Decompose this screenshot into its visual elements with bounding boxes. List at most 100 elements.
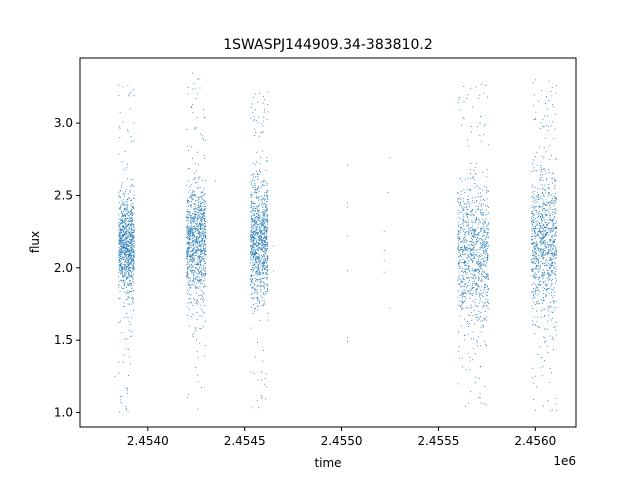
data-point — [195, 246, 197, 248]
data-point — [128, 224, 130, 226]
data-point — [463, 242, 465, 244]
data-point — [479, 345, 481, 347]
data-point — [194, 241, 196, 243]
data-point — [483, 259, 485, 261]
data-point — [187, 276, 189, 278]
data-point — [261, 225, 263, 227]
data-point — [189, 238, 190, 240]
data-point — [535, 206, 537, 208]
data-point — [125, 266, 127, 268]
data-point — [263, 199, 265, 201]
data-point — [467, 333, 469, 335]
data-point — [458, 256, 460, 258]
data-point — [129, 291, 131, 292]
data-point — [483, 134, 485, 136]
data-point — [204, 275, 206, 277]
data-point — [551, 200, 553, 202]
data-point — [256, 216, 258, 217]
data-point — [131, 244, 133, 246]
data-point — [481, 301, 483, 303]
data-point — [123, 252, 125, 254]
data-point — [250, 251, 252, 253]
data-point — [125, 258, 127, 260]
data-point — [189, 214, 191, 216]
data-point — [548, 271, 550, 273]
data-point — [253, 268, 255, 270]
data-point — [252, 212, 254, 214]
data-point — [193, 211, 195, 212]
data-point — [187, 277, 189, 279]
data-point — [258, 259, 260, 261]
data-point — [549, 245, 551, 247]
data-point — [189, 215, 191, 217]
data-point — [191, 221, 193, 223]
data-point — [120, 320, 122, 322]
data-point — [195, 203, 197, 205]
data-point — [253, 242, 255, 244]
data-point — [192, 250, 194, 252]
data-point — [485, 283, 487, 285]
data-point — [257, 284, 259, 286]
data-point — [544, 253, 546, 255]
data-point — [192, 262, 194, 264]
data-point — [194, 208, 196, 210]
data-point — [198, 222, 200, 224]
data-point — [125, 264, 127, 266]
data-point — [484, 301, 486, 303]
data-point — [190, 217, 191, 219]
data-point — [544, 252, 546, 254]
data-point — [554, 208, 556, 210]
data-point — [252, 240, 254, 242]
data-point — [118, 251, 120, 253]
data-point — [264, 225, 266, 226]
data-point — [464, 261, 465, 263]
data-point — [193, 258, 195, 260]
data-point — [463, 219, 465, 221]
data-point — [202, 215, 203, 217]
data-point — [253, 265, 255, 267]
data-point — [264, 213, 266, 215]
data-point — [125, 269, 127, 271]
data-point — [197, 262, 199, 264]
data-point — [487, 224, 489, 226]
x-axis: 2.4540 2.4545 2.4550 2.4555 2.4560 — [127, 427, 556, 448]
data-point — [260, 285, 262, 287]
data-point — [196, 319, 198, 321]
data-point — [128, 228, 130, 230]
data-point — [481, 275, 483, 277]
data-point — [130, 245, 132, 247]
data-point — [266, 206, 267, 208]
data-point — [265, 220, 267, 222]
data-point — [550, 264, 552, 265]
data-point — [187, 222, 189, 224]
data-point — [253, 288, 255, 290]
data-point — [205, 231, 207, 233]
data-point — [471, 277, 473, 279]
data-point — [198, 202, 200, 203]
data-point — [548, 293, 550, 295]
data-point — [483, 318, 485, 320]
data-point — [186, 226, 188, 227]
data-point — [186, 275, 188, 277]
data-point — [199, 304, 201, 306]
data-point — [477, 186, 479, 188]
data-point — [197, 196, 199, 198]
data-point — [192, 218, 194, 219]
data-point — [257, 210, 259, 212]
data-point — [127, 245, 129, 247]
data-point — [485, 286, 487, 288]
data-point — [187, 229, 189, 231]
data-point — [555, 321, 557, 323]
data-point — [555, 249, 557, 251]
data-point — [555, 253, 557, 255]
data-point — [203, 286, 205, 288]
data-point — [194, 238, 196, 240]
data-point — [118, 153, 120, 155]
data-point — [533, 194, 535, 196]
data-point — [465, 247, 467, 249]
data-point — [482, 280, 484, 282]
data-point — [189, 189, 191, 191]
data-point — [200, 328, 202, 330]
data-point — [545, 232, 547, 234]
data-point — [477, 269, 479, 271]
